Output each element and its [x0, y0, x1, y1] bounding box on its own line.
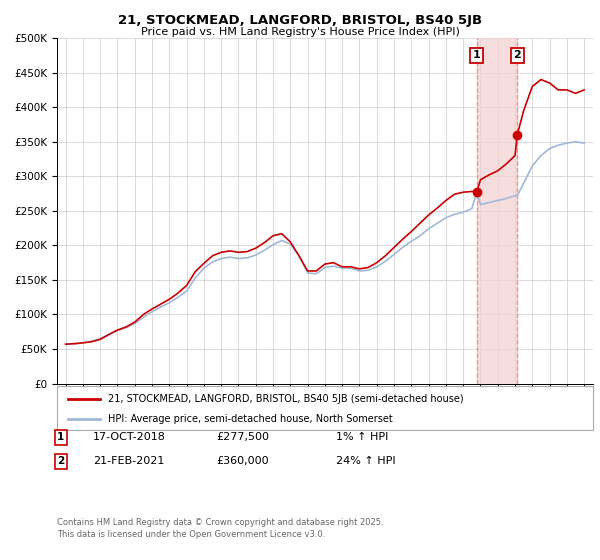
Text: 21, STOCKMEAD, LANGFORD, BRISTOL, BS40 5JB (semi-detached house): 21, STOCKMEAD, LANGFORD, BRISTOL, BS40 5…	[108, 394, 464, 404]
Bar	[477, 38, 517, 384]
Text: Price paid vs. HM Land Registry's House Price Index (HPI): Price paid vs. HM Land Registry's House …	[140, 27, 460, 37]
Text: 1: 1	[473, 50, 481, 60]
Text: 2: 2	[514, 50, 521, 60]
Text: 2: 2	[57, 456, 64, 466]
Text: 21-FEB-2021: 21-FEB-2021	[93, 456, 164, 466]
Text: 1% ↑ HPI: 1% ↑ HPI	[336, 432, 388, 442]
Text: 1: 1	[57, 432, 64, 442]
Text: £360,000: £360,000	[216, 456, 269, 466]
Text: 24% ↑ HPI: 24% ↑ HPI	[336, 456, 395, 466]
Text: 21, STOCKMEAD, LANGFORD, BRISTOL, BS40 5JB: 21, STOCKMEAD, LANGFORD, BRISTOL, BS40 5…	[118, 14, 482, 27]
Text: 17-OCT-2018: 17-OCT-2018	[93, 432, 166, 442]
Text: HPI: Average price, semi-detached house, North Somerset: HPI: Average price, semi-detached house,…	[108, 414, 392, 424]
Text: £277,500: £277,500	[216, 432, 269, 442]
Text: Contains HM Land Registry data © Crown copyright and database right 2025.
This d: Contains HM Land Registry data © Crown c…	[57, 518, 383, 539]
